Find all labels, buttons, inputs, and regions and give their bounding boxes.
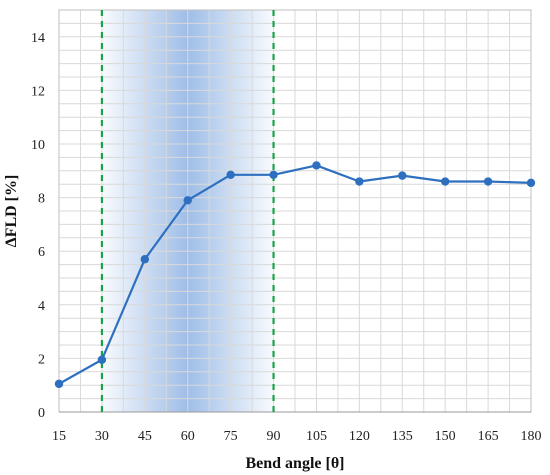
x-tick-label: 165 bbox=[478, 429, 499, 444]
x-tick-label: 75 bbox=[224, 429, 238, 444]
y-tick-label: 2 bbox=[38, 352, 45, 367]
data-point-30 bbox=[97, 355, 107, 364]
x-tick-label: 60 bbox=[181, 429, 195, 444]
x-tick-label: 15 bbox=[52, 429, 66, 444]
reference-lines bbox=[100, 10, 275, 412]
x-tick-label: 105 bbox=[306, 429, 327, 444]
data-point-90 bbox=[269, 170, 278, 180]
data-point-45 bbox=[140, 255, 150, 264]
data-point-180 bbox=[526, 178, 536, 188]
data-point-75 bbox=[226, 170, 235, 180]
y-tick-label: 6 bbox=[38, 245, 45, 260]
data-point-15 bbox=[54, 379, 64, 389]
y-tick-label: 14 bbox=[31, 31, 45, 46]
y-tick-label: 4 bbox=[38, 299, 45, 314]
y-tick-label: 8 bbox=[38, 192, 45, 207]
plot-frame bbox=[58, 9, 532, 413]
data-point-60 bbox=[183, 196, 192, 205]
x-tick-label: 180 bbox=[521, 429, 542, 444]
y-tick-label: 12 bbox=[31, 84, 45, 99]
data-point-120 bbox=[355, 177, 364, 186]
x-axis-title: Bend angle [θ] bbox=[245, 455, 344, 472]
series-line bbox=[58, 164, 532, 385]
data-point-105 bbox=[312, 161, 321, 170]
data-point-135 bbox=[398, 171, 407, 180]
tick-labels: 15 30 45 60 75 90 105 120 135 150 165 180 0 2 4 6 8 10 12 1… bbox=[31, 31, 542, 444]
x-tick-label: 150 bbox=[435, 429, 456, 444]
x-tick-label: 135 bbox=[392, 429, 413, 444]
grid-lines bbox=[59, 10, 531, 412]
x-tick-label: 90 bbox=[267, 429, 281, 444]
x-tick-label: 30 bbox=[95, 429, 109, 444]
data-series bbox=[54, 161, 536, 389]
data-point-150 bbox=[440, 177, 450, 186]
data-point-165 bbox=[483, 177, 493, 186]
x-tick-label: 45 bbox=[138, 429, 152, 444]
y-tick-label: 0 bbox=[38, 406, 45, 421]
y-axis-title: ΔFLD [%] bbox=[3, 175, 20, 248]
x-tick-label: 120 bbox=[349, 429, 370, 444]
y-tick-label: 10 bbox=[31, 138, 45, 153]
